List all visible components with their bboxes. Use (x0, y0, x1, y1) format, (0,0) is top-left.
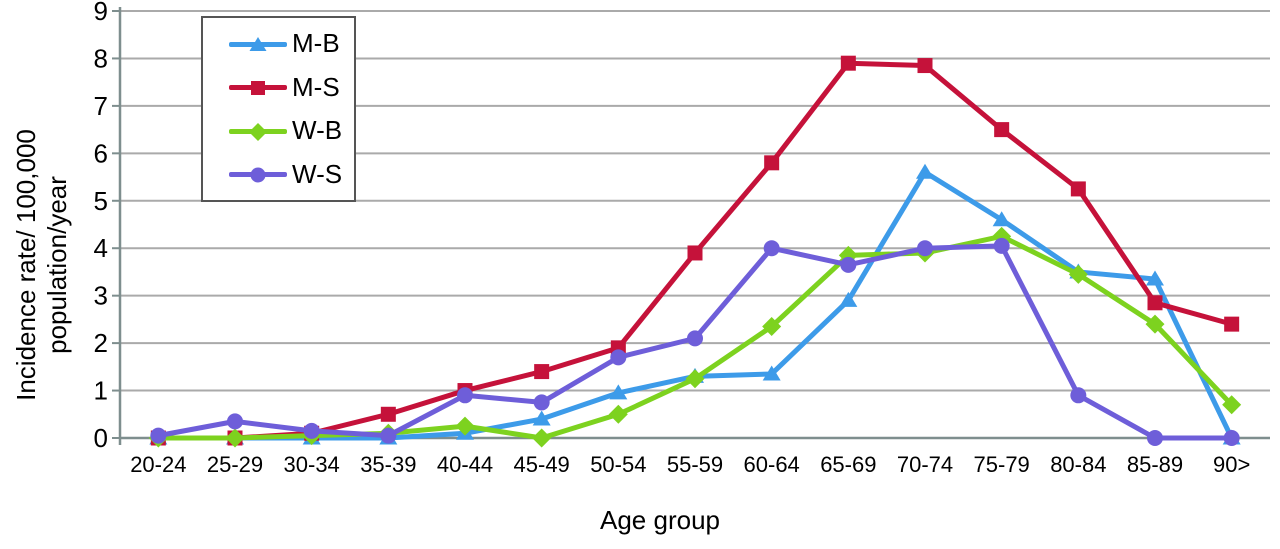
y-tick-label: 8 (94, 43, 108, 73)
w-b-marker-diamond (1145, 314, 1165, 334)
legend-item-m-b: M-B (229, 24, 354, 64)
w-s-marker-circle (610, 349, 627, 366)
y-tick-label: 4 (94, 233, 108, 263)
y-axis-title: Incidence rate/ 100,000 population/year (10, 65, 74, 465)
w-s-marker-circle (763, 240, 780, 257)
x-tick-label: 20-24 (130, 452, 186, 477)
legend-item-m-s: M-S (229, 67, 354, 107)
legend-label: M-S (292, 71, 340, 102)
legend-swatch (229, 33, 287, 55)
w-s-marker-circle (840, 256, 857, 273)
y-axis-title-line1: Incidence rate/ 100,000 (11, 129, 41, 401)
legend-label: W-B (292, 115, 343, 146)
w-b-marker-diamond (532, 428, 552, 448)
y-tick-label: 0 (94, 423, 108, 453)
w-s-marker-circle (1223, 430, 1240, 446)
m-b-marker-triangle (532, 410, 551, 426)
legend-label: W-S (292, 158, 343, 189)
x-tick-label: 55-59 (667, 452, 723, 477)
diamond-glyph (249, 122, 267, 141)
y-tick-label: 7 (94, 91, 108, 121)
w-s-marker-circle (380, 427, 397, 444)
y-tick-label: 3 (94, 281, 108, 311)
m-s-marker-square (687, 245, 703, 261)
w-b-marker-diamond (1222, 395, 1242, 415)
w-s-marker-circle (227, 413, 243, 430)
w-b-marker-diamond (1068, 264, 1088, 284)
x-axis-title: Age group (600, 505, 720, 535)
y-tick-label: 9 (94, 0, 108, 26)
x-tick-label: 50-54 (590, 452, 646, 477)
x-tick-label: 30-34 (284, 452, 340, 477)
y-tick-label: 6 (94, 138, 108, 168)
circle-icon (250, 167, 266, 183)
w-b-marker-diamond (455, 416, 475, 436)
m-b-marker-triangle (1146, 270, 1164, 286)
y-tick-label: 2 (94, 328, 108, 358)
y-tick-label: 1 (94, 376, 108, 406)
m-s-marker-square (917, 58, 933, 74)
legend-swatch (229, 76, 287, 98)
w-s-marker-circle (533, 394, 550, 411)
m-s-marker-square (534, 364, 550, 380)
square-icon (251, 81, 265, 96)
w-b-marker-diamond (225, 428, 245, 448)
x-tick-label: 90> (1213, 452, 1250, 477)
w-b-marker-diamond (685, 369, 705, 389)
m-b-marker-triangle (609, 384, 628, 400)
w-s-marker-circle (457, 387, 473, 404)
w-b-marker-diamond (608, 404, 628, 424)
y-tick-label: 5 (94, 186, 108, 216)
legend-item-w-s: W-S (229, 154, 354, 194)
circle-glyph (250, 167, 266, 183)
diamond-icon (249, 122, 267, 141)
w-s-marker-circle (993, 237, 1010, 254)
w-b-marker-diamond (762, 317, 782, 337)
x-tick-label: 80-84 (1050, 452, 1106, 477)
series-line-m-b (155, 169, 1235, 441)
m-b-marker-triangle (839, 291, 858, 307)
m-s-marker-square (1147, 295, 1163, 311)
legend-item-w-b: W-B (229, 111, 354, 151)
w-s-marker-circle (687, 330, 703, 347)
w-s-marker-circle (1147, 430, 1163, 446)
m-s-marker-square (1070, 181, 1086, 197)
series-w-s (150, 237, 1240, 446)
x-tick-label: 70-74 (897, 452, 953, 477)
w-s-marker-circle (150, 427, 167, 444)
m-s-marker-square (380, 406, 396, 422)
triangle-glyph (249, 36, 267, 51)
m-s-marker-square (840, 55, 856, 71)
triangle-icon (249, 36, 267, 51)
x-tick-label: 85-89 (1127, 452, 1183, 477)
m-b-marker-triangle (762, 365, 781, 381)
x-tick-label: 60-64 (744, 452, 800, 477)
m-s-marker-square (1224, 316, 1240, 332)
x-tick-label: 65-69 (820, 452, 876, 477)
x-tick-label: 45-49 (514, 452, 570, 477)
m-b-marker-triangle (992, 211, 1011, 227)
square-glyph (251, 81, 265, 96)
w-s-marker-circle (303, 422, 320, 439)
m-s-marker-square (764, 155, 780, 171)
legend: M-B M-S W-B W-S (201, 16, 356, 202)
x-tick-label: 25-29 (207, 452, 263, 477)
w-s-marker-circle (1070, 387, 1087, 404)
y-axis-title-line2: population/year (42, 176, 72, 354)
x-tick-label: 75-79 (974, 452, 1030, 477)
w-s-marker-circle (917, 240, 933, 257)
m-b-marker-triangle (916, 163, 934, 179)
x-tick-label: 40-44 (437, 452, 493, 477)
w-b-marker-diamond (838, 245, 858, 265)
legend-swatch (229, 163, 287, 185)
m-s-marker-square (994, 122, 1010, 138)
x-tick-label: 35-39 (360, 452, 416, 477)
legend-label: M-B (292, 28, 340, 59)
legend-swatch (229, 120, 287, 142)
